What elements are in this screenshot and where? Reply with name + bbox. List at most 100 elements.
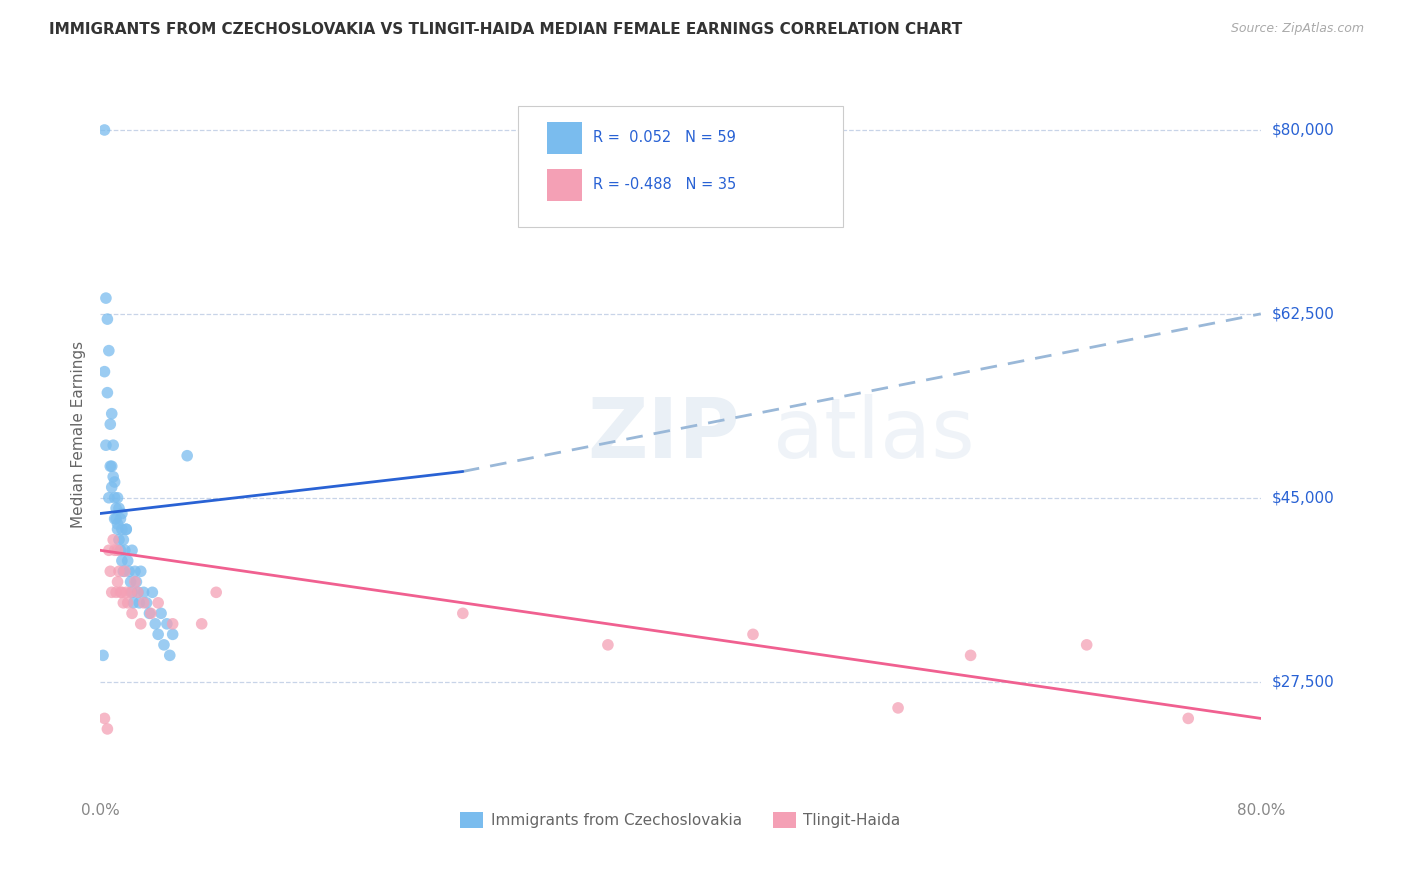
- Point: [112, 564, 135, 578]
- Text: R = -0.488   N = 35: R = -0.488 N = 35: [593, 178, 737, 193]
- Point: [162, 627, 184, 641]
- Point: [120, 585, 142, 599]
- Point: [112, 533, 135, 547]
- Point: [100, 480, 122, 494]
- Point: [135, 596, 157, 610]
- Point: [146, 596, 169, 610]
- Point: [128, 596, 150, 610]
- Point: [105, 512, 128, 526]
- Text: R =  0.052   N = 59: R = 0.052 N = 59: [593, 130, 737, 145]
- Point: [97, 543, 120, 558]
- Point: [112, 596, 135, 610]
- Point: [111, 585, 134, 599]
- Point: [108, 564, 131, 578]
- Point: [121, 585, 143, 599]
- Point: [110, 585, 132, 599]
- Point: [111, 522, 134, 536]
- Point: [959, 648, 981, 663]
- Point: [107, 574, 129, 589]
- Point: [100, 585, 122, 599]
- Point: [132, 596, 155, 610]
- Point: [127, 585, 149, 599]
- Point: [107, 543, 129, 558]
- Point: [156, 616, 179, 631]
- Point: [108, 501, 131, 516]
- Text: IMMIGRANTS FROM CZECHOSLOVAKIA VS TLINGIT-HAIDA MEDIAN FEMALE EARNINGS CORRELATI: IMMIGRANTS FROM CZECHOSLOVAKIA VS TLINGI…: [49, 22, 963, 37]
- Point: [190, 616, 212, 631]
- Text: $27,500: $27,500: [1272, 674, 1334, 690]
- Point: [111, 554, 134, 568]
- Point: [111, 507, 134, 521]
- Point: [139, 607, 162, 621]
- Point: [100, 459, 122, 474]
- Point: [129, 564, 152, 578]
- Point: [93, 365, 115, 379]
- Point: [117, 596, 139, 610]
- Point: [104, 512, 127, 526]
- Text: $45,000: $45,000: [1272, 491, 1334, 505]
- Point: [153, 638, 176, 652]
- Point: [114, 543, 136, 558]
- Point: [94, 438, 117, 452]
- Point: [97, 491, 120, 505]
- Point: [94, 291, 117, 305]
- Point: [125, 574, 148, 589]
- Point: [451, 607, 474, 621]
- Point: [104, 491, 127, 505]
- Point: [110, 512, 132, 526]
- Point: [115, 522, 138, 536]
- Point: [91, 648, 114, 663]
- Point: [97, 343, 120, 358]
- Point: [107, 516, 129, 531]
- Point: [96, 312, 118, 326]
- Point: [124, 574, 146, 589]
- Point: [104, 475, 127, 489]
- Point: [107, 522, 129, 536]
- Point: [93, 711, 115, 725]
- Point: [117, 554, 139, 568]
- Text: atlas: atlas: [773, 394, 974, 475]
- Point: [96, 722, 118, 736]
- Point: [129, 616, 152, 631]
- Bar: [547, 169, 582, 201]
- Point: [146, 627, 169, 641]
- Point: [96, 385, 118, 400]
- Point: [124, 564, 146, 578]
- Point: [596, 638, 619, 652]
- Legend: Immigrants from Czechoslovakia, Tlingit-Haida: Immigrants from Czechoslovakia, Tlingit-…: [454, 806, 907, 834]
- Point: [98, 564, 121, 578]
- Point: [104, 543, 127, 558]
- Point: [162, 616, 184, 631]
- Point: [138, 607, 160, 621]
- Point: [121, 607, 143, 621]
- Point: [127, 585, 149, 599]
- Point: [122, 596, 145, 610]
- Point: [105, 585, 128, 599]
- Point: [100, 407, 122, 421]
- FancyBboxPatch shape: [517, 106, 844, 227]
- Point: [150, 607, 173, 621]
- Point: [115, 522, 138, 536]
- Point: [93, 123, 115, 137]
- Point: [107, 491, 129, 505]
- Point: [121, 543, 143, 558]
- Point: [98, 459, 121, 474]
- Point: [159, 648, 181, 663]
- Point: [108, 533, 131, 547]
- Point: [110, 543, 132, 558]
- Point: [103, 469, 125, 483]
- Point: [205, 585, 228, 599]
- Bar: [547, 121, 582, 154]
- Y-axis label: Median Female Earnings: Median Female Earnings: [72, 341, 86, 528]
- Point: [103, 533, 125, 547]
- Point: [118, 564, 141, 578]
- Point: [132, 585, 155, 599]
- Text: $62,500: $62,500: [1272, 306, 1334, 321]
- Point: [115, 585, 138, 599]
- Point: [887, 701, 910, 715]
- Text: $80,000: $80,000: [1272, 122, 1334, 137]
- Point: [114, 564, 136, 578]
- Point: [1177, 711, 1199, 725]
- Text: ZIP: ZIP: [588, 394, 740, 475]
- Point: [1076, 638, 1098, 652]
